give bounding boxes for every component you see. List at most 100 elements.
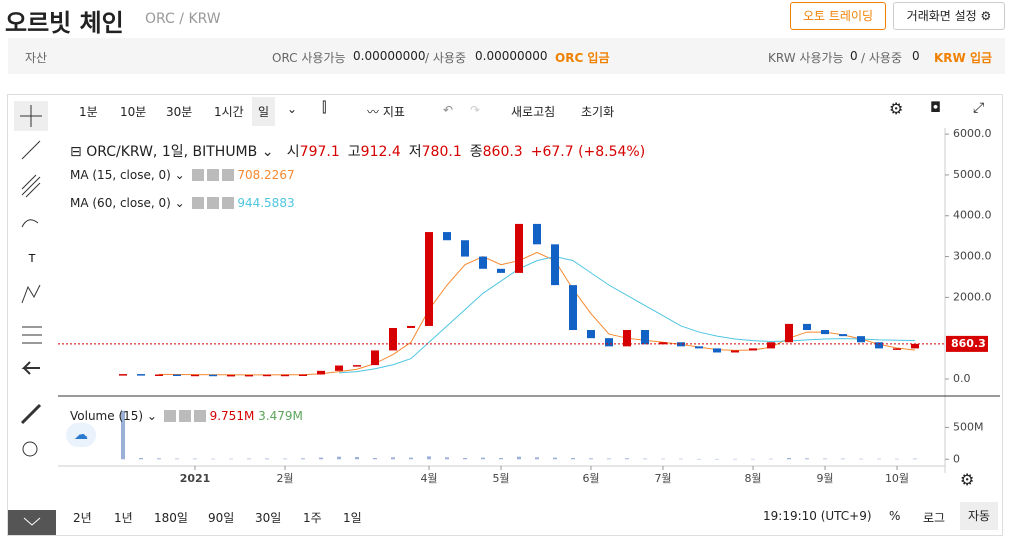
candle: [155, 374, 163, 377]
volume-bar: [121, 410, 125, 460]
settings-icon[interactable]: ⚙: [889, 99, 904, 118]
interval-button[interactable]: 일: [252, 97, 276, 126]
asset-label: 자산: [25, 51, 48, 65]
legend-name: Volume (15): [70, 409, 144, 423]
screenshot-icon[interactable]: ◘: [930, 100, 942, 116]
krw-in-use: 0: [912, 49, 920, 63]
x-tick-label: 10월: [885, 472, 909, 485]
reset-button[interactable]: 초기화: [581, 105, 615, 119]
range-button[interactable]: 30일: [255, 511, 282, 525]
volume-bar: [319, 457, 323, 460]
auto-button[interactable]: 자동: [960, 502, 998, 530]
volume-bar: [427, 456, 431, 460]
x-tick-label: 2월: [276, 472, 293, 485]
legend-name: MA (60, close, 0): [70, 196, 171, 210]
axis-settings[interactable]: ⚙: [960, 470, 975, 489]
undo-button[interactable]: ↶: [443, 103, 454, 117]
krw-deposit[interactable]: KRW 입금: [934, 51, 993, 65]
range-button[interactable]: 180일: [154, 511, 188, 525]
volume-bar: [553, 457, 557, 460]
volume-legend: Volume (15) ⌄ 9.751M 3.479M: [70, 409, 303, 423]
interval-button[interactable]: 1시간: [214, 105, 244, 119]
range-button[interactable]: 1주: [303, 511, 322, 525]
volume-bar: [265, 458, 269, 460]
interval-button[interactable]: 10분: [120, 105, 147, 119]
change: +67.7 (+8.54%): [530, 144, 646, 160]
volume-bar: [913, 458, 917, 460]
range-button[interactable]: 90일: [208, 511, 235, 525]
icon: [20, 105, 42, 127]
volume-bar: [211, 458, 215, 460]
candle: [569, 285, 577, 331]
candle: [227, 374, 235, 377]
interval-button[interactable]: 30분: [166, 105, 193, 119]
volume-bar: [625, 458, 629, 460]
last-price-label: 860.3: [951, 337, 986, 350]
range-button[interactable]: 2년: [73, 511, 92, 525]
ma15-legend: MA (15, close, 0) ⌄ 708.2267: [70, 168, 295, 182]
x-tick-label: 7월: [654, 472, 671, 485]
volume-bar: [229, 458, 233, 460]
volume-bar: [643, 458, 647, 460]
volume-bar: [463, 457, 467, 460]
indicator-button[interactable]: 〰 지표: [367, 105, 405, 119]
y-tick-label: 500M: [953, 420, 984, 433]
volume-bar: [337, 456, 341, 460]
refresh-button[interactable]: 새로고침: [511, 105, 556, 119]
balance-bar: 자산 ORC 사용가능 0.00000000 / 사용중 0.00000000 …: [8, 38, 1005, 74]
candle: [425, 232, 433, 326]
ohlc-value: 912.4: [360, 144, 401, 160]
ohlc-label: 종: [469, 144, 483, 160]
ohlc-value: 780.1: [421, 144, 462, 160]
candle: [767, 342, 775, 349]
ohlc: 시797.1 고912.4 저780.1 종860.3: [287, 144, 531, 160]
fullscreen-icon[interactable]: ⤢: [973, 100, 985, 116]
auto-trading-button[interactable]: 오토 트레이딩: [790, 2, 886, 30]
log-button[interactable]: 로그: [923, 511, 946, 525]
legend-name: MA (15, close, 0): [70, 168, 171, 182]
x-tick-label: 6월: [582, 472, 599, 485]
candle: [335, 365, 343, 371]
volume-bar: [481, 457, 485, 460]
volume-bar: [661, 458, 665, 460]
redo-button[interactable]: ↷: [470, 103, 481, 117]
collapse-button[interactable]: [8, 510, 56, 535]
y-tick-label: 5000.0: [953, 168, 992, 181]
y-tick-label: 6000.0: [953, 128, 992, 140]
candle: [443, 232, 451, 241]
volume-bar: [607, 458, 611, 460]
clock: 19:19:10 (UTC+9): [763, 509, 872, 523]
volume-bar: [535, 457, 539, 460]
x-tick-label: 2021: [180, 472, 211, 485]
chart-type-button[interactable]: ⫿: [322, 100, 327, 116]
ma-line: [158, 251, 916, 376]
interval-button[interactable]: 1분: [79, 105, 98, 119]
volume-bar: [499, 457, 503, 460]
icon: [22, 441, 38, 457]
settings-button[interactable]: 거래화면 설정 ⚙: [893, 2, 1005, 30]
candle: [677, 342, 685, 347]
candle: [821, 330, 829, 335]
krw-available-label: KRW 사용가능: [768, 51, 844, 65]
icon: [20, 403, 42, 425]
chart-container: [7, 94, 1003, 536]
volume-bar: [841, 458, 845, 460]
percent-button[interactable]: %: [889, 509, 901, 523]
range-button[interactable]: 1일: [343, 511, 362, 525]
candle: [371, 350, 379, 366]
candle: [911, 343, 919, 349]
icon: [23, 517, 41, 526]
orc-deposit[interactable]: ORC 입금: [555, 51, 610, 65]
interval-chevron[interactable]: ⌄: [287, 102, 298, 116]
volume-bar: [805, 458, 809, 460]
logo-badge: ☁: [66, 423, 96, 447]
orc-available-label: ORC 사용가능: [272, 51, 346, 65]
candle: [785, 323, 793, 343]
candle: [497, 268, 505, 273]
y-tick-label: 3000.0: [953, 250, 992, 263]
range-button[interactable]: 1년: [114, 511, 133, 525]
candle: [659, 342, 667, 345]
volume-bar: [859, 458, 863, 460]
